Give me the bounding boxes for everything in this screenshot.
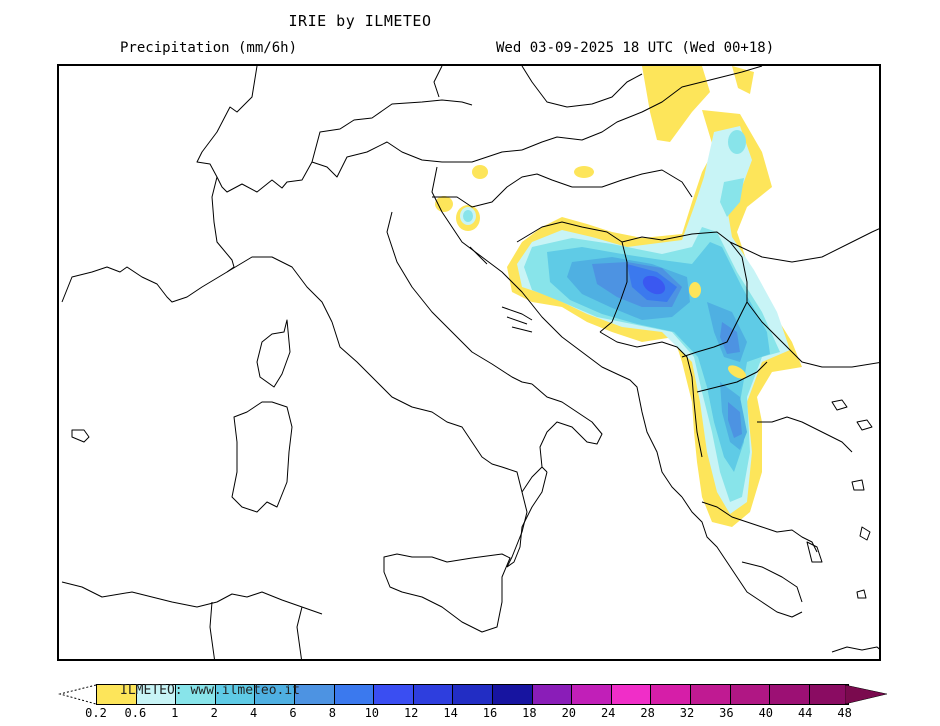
legend-color-bar [96, 684, 850, 705]
legend-swatch [255, 684, 295, 705]
variable-label: Precipitation (mm/6h) [120, 40, 298, 56]
legend-tick-label: 14 [443, 706, 458, 720]
legend-swatch [770, 684, 810, 705]
legend-swatch [334, 684, 375, 705]
precipitation-layer [435, 66, 802, 527]
legend-tick-label: 6 [289, 706, 297, 720]
legend-tick-label: 24 [600, 706, 616, 720]
legend-swatch [611, 684, 652, 705]
legend-swatch [294, 684, 335, 705]
color-legend: ILMETEO: www.ilmeteo.it 0.2 0.6 1 2 4 6 8 10 12 1… [58, 683, 888, 724]
legend-swatch [453, 684, 493, 705]
legend-tick-label: 20 [561, 706, 577, 720]
legend-tick-label: 0.6 [124, 706, 147, 720]
valid-time-label: Wed 03-09-2025 18 UTC (Wed 00+18) [496, 40, 775, 56]
legend-swatch [413, 684, 454, 705]
map-panel [57, 64, 881, 661]
legend-tick-label: 10 [364, 706, 380, 720]
legend-tick-label: 40 [758, 706, 774, 720]
legend-swatch [809, 684, 850, 705]
legend-tick-label: 16 [482, 706, 498, 720]
legend-tick-label: 36 [719, 706, 734, 720]
below-min-arrow-icon [58, 684, 97, 705]
coastlines-borders [61, 66, 879, 659]
legend-tick-label: 18 [522, 706, 537, 720]
legend-tick-label: 48 [837, 706, 852, 720]
legend-swatch [572, 684, 612, 705]
legend-swatch [96, 684, 137, 705]
legend-swatch [136, 684, 177, 705]
legend-swatch [215, 684, 256, 705]
legend-tick-label: 32 [679, 706, 695, 720]
map-canvas [61, 66, 879, 659]
legend-swatch [374, 684, 414, 705]
legend-swatch [532, 684, 573, 705]
legend-tick-label: 44 [797, 706, 813, 720]
legend-swatch [690, 684, 731, 705]
chart-title: IRIE by ILMETEO [288, 12, 432, 30]
above-max-arrow-icon [844, 684, 887, 705]
legend-tick-label: 1 [171, 706, 179, 720]
legend-tick-label: 28 [640, 706, 655, 720]
legend-tick-label: 8 [328, 706, 337, 720]
legend-tick-label: 0.2 [85, 706, 107, 720]
legend-swatch [651, 684, 691, 705]
legend-tick-label: 12 [403, 706, 419, 720]
legend-tick-label: 4 [249, 706, 258, 720]
legend-swatch [730, 684, 771, 705]
legend-swatch [492, 684, 533, 705]
legend-swatch [176, 684, 216, 705]
legend-credit: ILMETEO: www.ilmeteo.it [120, 683, 301, 698]
legend-tick-label: 2 [210, 706, 218, 720]
